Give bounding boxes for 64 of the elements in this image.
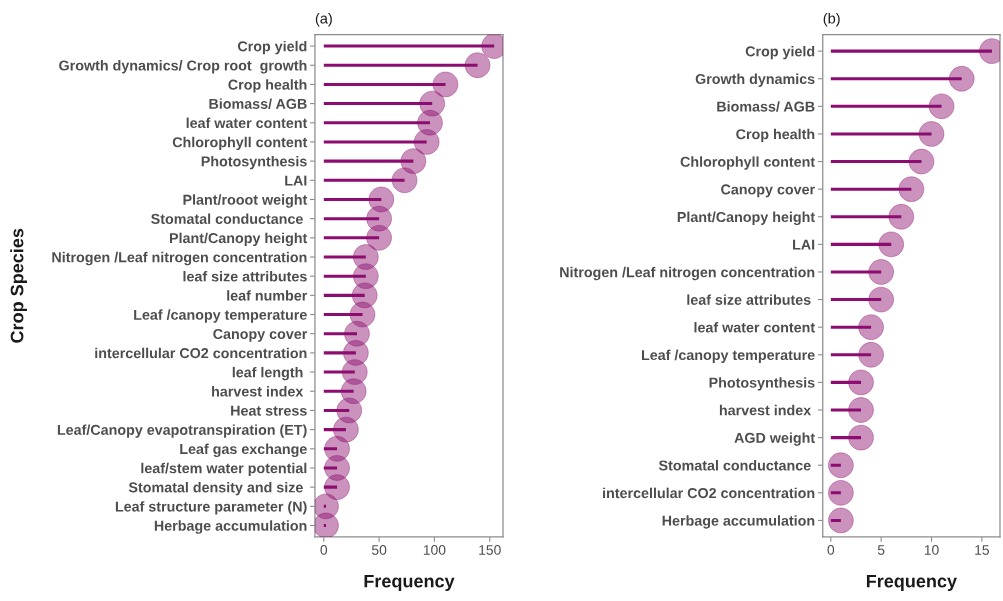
y-tick-label: intercellular CO2 concentration	[95, 347, 307, 359]
point	[868, 286, 895, 313]
y-tick-label: Leaf/Canopy evapotranspiration (ET)	[57, 424, 307, 438]
point	[848, 369, 874, 396]
point	[314, 512, 339, 537]
y-tick-label: Stomatal conductance	[151, 213, 303, 224]
y-tick-label: Nitrogen /Leaf nitrogen concentration	[52, 251, 307, 266]
y-tick-label: Plant/Canopy height	[677, 211, 815, 225]
y-tick-label: Herbage accumulation	[154, 520, 307, 534]
y-tick-label: Herbage accumulation	[662, 515, 815, 529]
y-tick-label: Crop health	[228, 79, 307, 93]
y-tick-label: Photosynthesis	[201, 155, 307, 170]
y-tick-label: Crop yield	[745, 45, 815, 60]
point	[928, 93, 955, 120]
y-tick-label: Leaf /canopy temperature	[134, 309, 307, 323]
y-tick-label: Chlorophyll content	[172, 136, 308, 151]
y-tick-label: intercellular CO2 concentration	[603, 487, 815, 499]
y-tick-label: AGD weight	[734, 432, 815, 446]
y-tick-label: Growth dynamics/ Crop root growth	[59, 60, 307, 74]
x-tick-label: 0	[320, 545, 328, 555]
y-tick-label: Stomatal density and size	[128, 481, 303, 496]
y-tick-label: Crop health	[736, 128, 815, 143]
y-tick-label: Canopy cover	[721, 184, 815, 198]
chart-title: (b)	[823, 12, 840, 27]
x-tick-label: 50	[371, 545, 387, 555]
y-tick-label: Leaf structure parameter (N)	[115, 501, 307, 515]
y-tick-label: leaf length	[232, 366, 303, 381]
y-tick-label: harvest index	[212, 386, 304, 397]
y-tick-label: Canopy cover	[213, 328, 308, 342]
y-tick-label: harvest index	[719, 404, 812, 416]
x-tick-label: 5	[877, 545, 885, 555]
x-axis-title: Frequency	[364, 574, 455, 592]
y-tick-label: Leaf gas exchange	[180, 443, 307, 457]
x-tick-label: 150	[479, 545, 501, 555]
y-tick-label: Leaf /canopy temperature	[641, 349, 815, 363]
x-tick-label: 15	[975, 545, 990, 555]
y-tick-label: leaf water content	[186, 117, 308, 129]
x-axis-title: Frequency	[866, 574, 957, 592]
y-tick-label: Plant/Canopy height	[169, 232, 308, 247]
point	[858, 341, 884, 368]
y-tick-label: Plant/rooot weight	[183, 194, 308, 208]
y-tick-label: Growth dynamics	[695, 73, 815, 87]
y-tick-label: Stomatal conductance	[658, 460, 811, 471]
x-tick-label: 0	[827, 545, 835, 555]
y-tick-label: leaf/stem water potential	[141, 462, 307, 477]
x-tick-label: 10	[924, 545, 939, 555]
y-tick-label: LAI	[285, 175, 307, 186]
chart-title: (a)	[315, 12, 332, 27]
x-tick-label: 100	[423, 545, 446, 555]
point	[898, 176, 925, 202]
y-tick-label: Photosynthesis	[709, 377, 815, 391]
y-tick-label: Biomass/ AGB	[209, 98, 307, 110]
y-tick-label: Chlorophyll content	[680, 156, 815, 170]
y-axis-title: Crop Species	[10, 228, 27, 343]
y-tick-label: Nitrogen /Leaf nitrogen concentration	[560, 266, 815, 281]
y-tick-label: leaf water content	[694, 322, 815, 333]
y-tick-label: Crop yield	[237, 40, 307, 55]
y-tick-label: LAI	[793, 239, 815, 250]
y-tick-label: leaf number	[227, 290, 308, 301]
y-tick-label: leaf size attributes	[687, 294, 811, 305]
y-tick-label: Heat stress	[231, 405, 307, 416]
y-tick-label: leaf size attributes	[183, 271, 307, 282]
point	[828, 479, 854, 506]
y-tick-label: Biomass/ AGB	[717, 101, 815, 112]
